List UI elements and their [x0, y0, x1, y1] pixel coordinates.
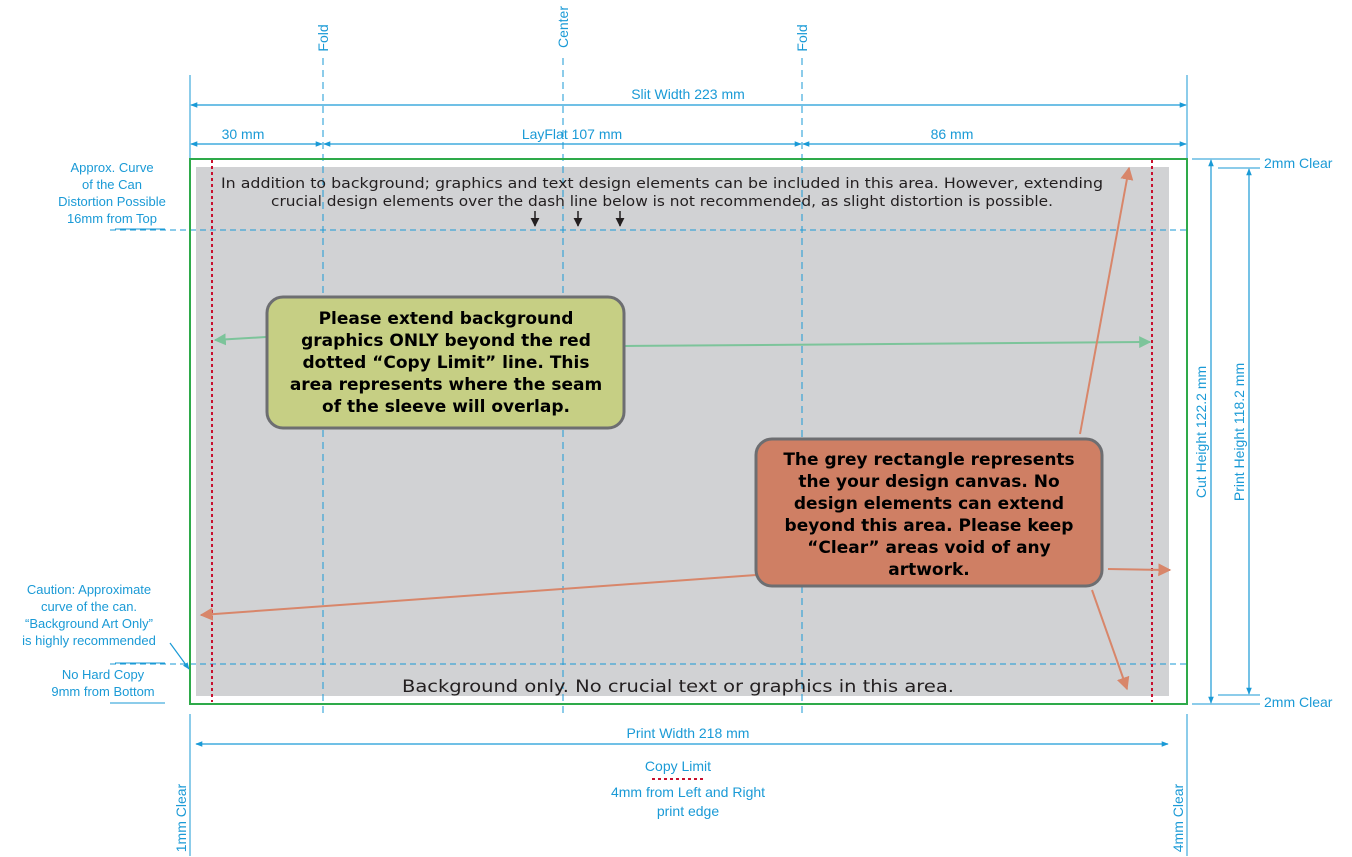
svg-text:“Background Art Only”: “Background Art Only”	[25, 616, 153, 631]
copy-limit-desc-line-1: 4mm from Left and Right	[611, 784, 765, 800]
copy-limit-desc-line-2: print edge	[657, 803, 719, 819]
svg-text:graphics ONLY beyond the red: graphics ONLY beyond the red	[301, 331, 591, 351]
svg-text:curve of the can.: curve of the can.	[41, 599, 137, 614]
fold-label-right: Fold	[794, 24, 810, 51]
width-86-label: 86 mm	[931, 126, 974, 142]
svg-text:The grey rectangle represents: The grey rectangle represents	[783, 450, 1074, 470]
canvas-top-note-line-1: In addition to background; graphics and …	[221, 176, 1103, 192]
width-30-label: 30 mm	[222, 126, 265, 142]
caution-leader	[169, 642, 190, 670]
dimension-arrows	[169, 102, 1252, 747]
svg-text:beyond this area. Please keep: beyond this area. Please keep	[785, 516, 1074, 536]
canvas-top-note-line-2: crucial design elements over the dash li…	[271, 194, 1053, 210]
print-height-label: Print Height 118.2 mm	[1231, 363, 1247, 501]
green-callout-arrows	[213, 333, 1152, 349]
svg-text:Distortion Possible: Distortion Possible	[58, 194, 166, 209]
svg-text:Caution: Approximate: Caution: Approximate	[27, 582, 151, 597]
design-canvas	[196, 167, 1169, 696]
svg-text:“Clear” areas void of any: “Clear” areas void of any	[807, 538, 1051, 558]
clear-right-vertical-label: 4mm Clear	[1170, 783, 1186, 852]
clear-bottom-label: 2mm Clear	[1264, 694, 1333, 710]
extension-lines	[110, 75, 1260, 856]
curve-top-note: Approx. Curve of the Can Distortion Poss…	[58, 160, 166, 226]
svg-text:dotted “Copy Limit” line. Thi: dotted “Copy Limit” line. This	[303, 353, 590, 373]
caution-note: Caution: Approximate curve of the can. “…	[22, 582, 156, 648]
cut-height-label: Cut Height 122.2 mm	[1193, 366, 1209, 498]
copy-limit-label: Copy Limit	[645, 758, 711, 774]
clear-top-label: 2mm Clear	[1264, 155, 1333, 171]
green-callout: Please extend background graphics ONLY b…	[265, 295, 626, 430]
svg-text:artwork.: artwork.	[888, 560, 970, 580]
svg-text:Approx. Curve: Approx. Curve	[70, 160, 153, 175]
clear-left-vertical-label: 1mm Clear	[173, 783, 189, 852]
orange-callout: The grey rectangle represents the your d…	[754, 437, 1104, 588]
svg-text:the your design canvas. No: the your design canvas. No	[798, 472, 1059, 492]
orange-callout-arrows	[199, 166, 1172, 691]
center-label: Center	[555, 6, 571, 48]
svg-text:16mm from Top: 16mm from Top	[67, 211, 157, 226]
layflat-label: LayFlat 107 mm	[522, 126, 622, 142]
print-width-label: Print Width 218 mm	[627, 725, 750, 741]
svg-text:of the Can: of the Can	[82, 177, 142, 192]
svg-text:of the sleeve will overlap.: of the sleeve will overlap.	[322, 397, 570, 417]
svg-text:No Hard Copy: No Hard Copy	[62, 667, 145, 682]
svg-text:design elements can extend: design elements can extend	[794, 494, 1064, 514]
svg-text:9mm from Bottom: 9mm from Bottom	[51, 684, 154, 699]
slit-width-label: Slit Width 223 mm	[631, 86, 745, 102]
no-hard-copy-note: No Hard Copy 9mm from Bottom	[51, 667, 154, 699]
cut-line-border	[189, 158, 1188, 705]
svg-text:is highly recommended: is highly recommended	[22, 633, 156, 648]
fold-label-left: Fold	[315, 24, 331, 51]
down-arrow-icons	[530, 211, 625, 227]
svg-text:area represents where the seam: area represents where the seam	[290, 375, 602, 395]
canvas-bottom-note: Background only. No crucial text or grap…	[402, 677, 954, 697]
svg-text:Please extend background: Please extend background	[319, 309, 574, 329]
